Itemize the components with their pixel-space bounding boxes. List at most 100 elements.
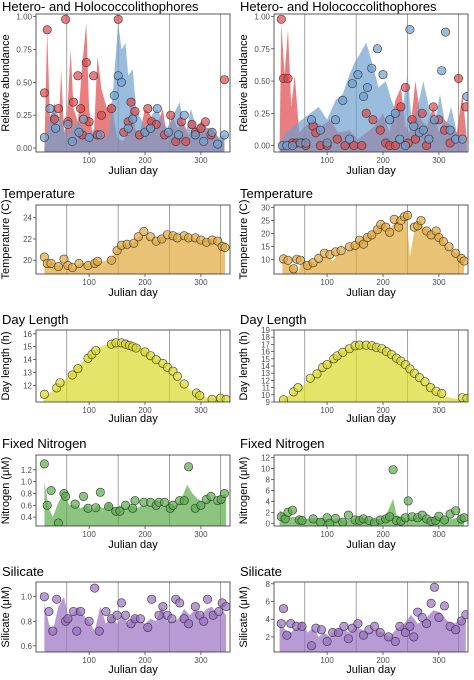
data-point — [283, 255, 293, 265]
data-point — [344, 134, 354, 144]
y-tick-label: 0.00 — [16, 144, 32, 153]
data-point — [456, 616, 466, 626]
y-axis-label: Day length (h) — [238, 331, 250, 400]
data-point — [385, 512, 395, 522]
data-point — [322, 138, 332, 148]
x-axis-label: Julian day — [346, 165, 396, 177]
y-tick-label: 0.25 — [254, 109, 270, 118]
x-tick-label: 100 — [82, 406, 96, 415]
data-point — [301, 138, 311, 148]
data-point — [221, 602, 230, 612]
data-point — [429, 582, 439, 592]
data-point — [385, 227, 395, 237]
data-point — [39, 459, 49, 469]
data-point — [206, 491, 216, 501]
data-point — [146, 123, 156, 133]
data-point — [293, 383, 303, 393]
data-point — [160, 497, 170, 507]
data-point — [384, 632, 394, 642]
data-point — [428, 102, 438, 112]
data-point — [76, 104, 86, 114]
plot-frame — [273, 581, 469, 653]
plot-area — [276, 14, 468, 152]
data-point — [91, 346, 101, 356]
data-point — [409, 632, 419, 642]
data-point — [48, 626, 58, 636]
x-tick-label: 300 — [432, 530, 446, 539]
data-point — [461, 102, 468, 112]
x-tick-label: 200 — [138, 530, 152, 539]
data-point — [107, 104, 117, 114]
data-point — [343, 510, 353, 520]
data-point — [67, 370, 77, 380]
data-point — [113, 14, 123, 24]
panel-left-row1: Temperature 20 22 24 100 200 300 Julian day Temp… — [0, 186, 231, 299]
data-point — [174, 130, 184, 140]
y-axis-label: Nitrogen (μM) — [0, 457, 12, 524]
data-point — [63, 614, 73, 624]
data-point — [179, 110, 189, 120]
x-tick-label: 200 — [376, 530, 390, 539]
data-point — [221, 394, 230, 402]
data-point — [400, 627, 410, 637]
plot-area — [276, 455, 468, 526]
data-point — [422, 619, 432, 629]
x-tick-label: 200 — [376, 278, 390, 287]
data-point — [39, 389, 49, 399]
data-point — [220, 243, 230, 253]
data-point — [297, 515, 307, 525]
x-tick-label: 200 — [138, 406, 152, 415]
panel-right-row3: Fixed Nitrogen 0 2 46 8 10 12 100 200 300 Julian d… — [238, 436, 469, 551]
y-tick-label: 14 — [23, 356, 32, 365]
panel-title: Fixed Nitrogen — [240, 436, 325, 451]
plot-frame — [35, 13, 231, 153]
data-point — [378, 70, 388, 80]
data-point — [84, 133, 94, 143]
y-axis-label: Nitrogen (μM) — [238, 457, 250, 524]
plot-frame — [35, 329, 231, 403]
y-tick-label: 2 — [266, 633, 271, 642]
data-point — [375, 627, 385, 637]
y-tick-label: 10 — [261, 391, 270, 400]
data-point — [439, 515, 449, 525]
data-point — [143, 104, 153, 114]
x-tick-label: 300 — [194, 406, 208, 415]
x-tick-label: 100 — [320, 406, 334, 415]
plot-area — [39, 205, 230, 274]
data-point — [461, 610, 468, 620]
data-point — [395, 134, 405, 144]
plot-area — [39, 455, 229, 526]
x-tick-label: 300 — [194, 278, 208, 287]
data-point — [459, 513, 468, 523]
data-point — [184, 462, 194, 472]
data-point — [104, 501, 114, 511]
data-point — [196, 123, 206, 133]
y-axis-label: Silicate (μM) — [238, 586, 250, 647]
y-tick-label: 12 — [261, 376, 270, 385]
data-point — [214, 606, 224, 616]
data-point — [357, 141, 367, 151]
data-point — [445, 125, 455, 135]
y-axis-label: Relative abundance — [0, 34, 12, 131]
data-point — [312, 369, 322, 379]
data-point — [172, 371, 182, 381]
y-tick-label: 4 — [266, 497, 271, 506]
x-tick-label: 100 — [320, 156, 334, 165]
y-tick-label: 30 — [261, 204, 270, 213]
data-point — [94, 626, 104, 636]
y-tick-label: 0.75 — [254, 45, 270, 54]
data-point — [187, 119, 197, 129]
data-point — [368, 115, 378, 125]
panel-left-row4: Silicate 0.6 0.8 1.0 100 200 300 Julian day Sili… — [0, 564, 231, 676]
y-tick-label: 15 — [261, 355, 270, 364]
data-point — [83, 503, 93, 513]
data-point — [405, 621, 415, 631]
data-point — [79, 114, 89, 124]
data-point — [167, 614, 177, 624]
data-point — [219, 75, 229, 85]
data-point — [53, 262, 63, 272]
data-point — [143, 622, 153, 632]
x-tick-label: 200 — [138, 156, 152, 165]
data-point — [289, 264, 299, 274]
data-point — [39, 88, 49, 98]
